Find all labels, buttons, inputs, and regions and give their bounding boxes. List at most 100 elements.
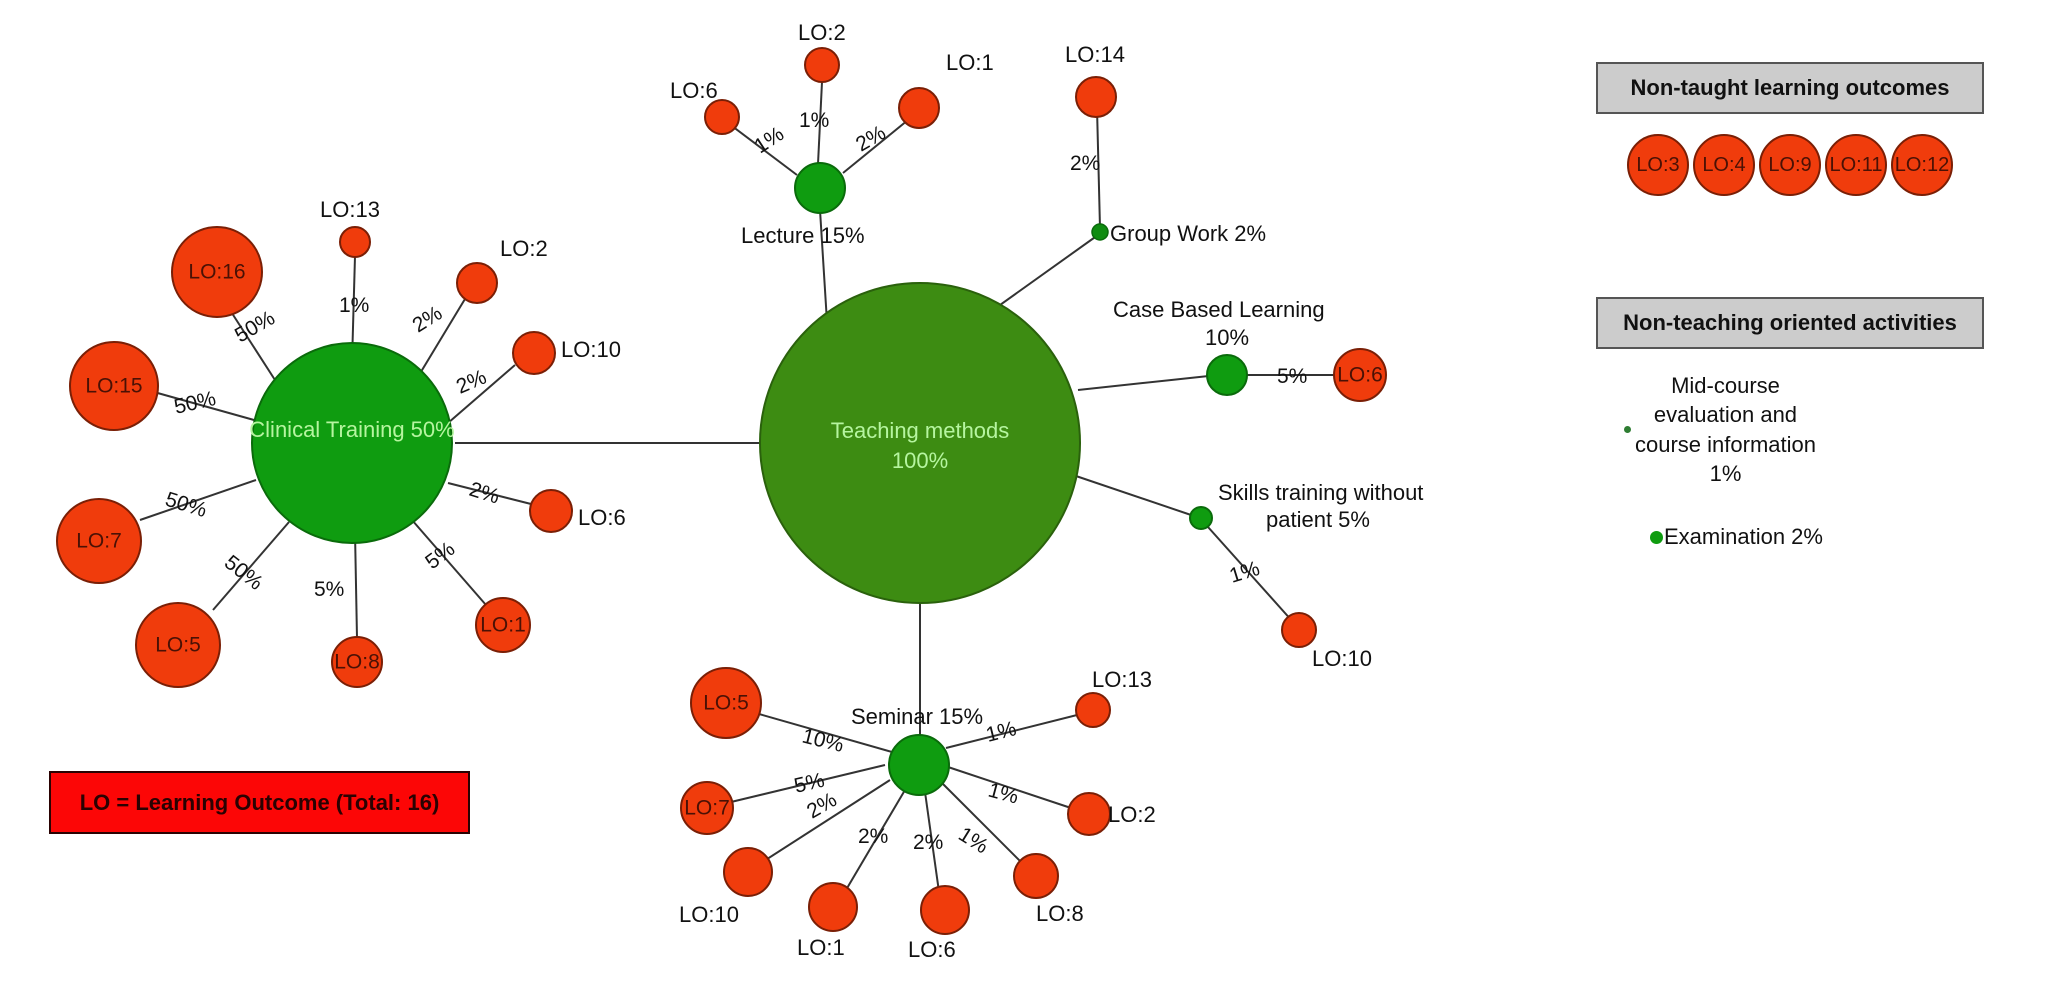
clinical-lo8-pct: 5% <box>314 578 344 601</box>
edge-clinical-lo5 <box>212 521 290 611</box>
seminar-lo2-label: LO:2 <box>1108 802 1156 827</box>
clinical-lo5-label: LO:5 <box>155 634 201 657</box>
activity-item-midcourse[interactable]: Mid-course evaluation and course informa… <box>1596 371 1984 488</box>
edge-seminar-lo10 <box>760 779 891 864</box>
edge-lecture-lo2 <box>817 81 823 165</box>
activity-midcourse-line4: 1% <box>1709 460 1742 486</box>
seminar-lo6-node[interactable] <box>920 885 970 935</box>
edge-root-casebased <box>1077 374 1219 391</box>
skills-node[interactable] <box>1189 506 1213 530</box>
case-based-label-line1: Case Based Learning <box>1113 297 1325 322</box>
edge-seminar-lo13 <box>945 712 1086 749</box>
case-based-lo6-node[interactable] <box>1333 348 1387 402</box>
activity-midcourse-line1: Mid-course <box>1671 373 1780 398</box>
teaching-methods-circle[interactable] <box>759 282 1081 604</box>
group-work-lo14-node[interactable] <box>1075 76 1117 118</box>
teaching-methods-label-line2: 100% <box>892 448 948 473</box>
lecture-node[interactable] <box>794 162 846 214</box>
case-based-lo6-label: LO:6 <box>1337 364 1383 387</box>
group-work-lo14-pct: 2% <box>1070 152 1100 175</box>
clinical-lo5-node[interactable] <box>135 602 221 688</box>
legend-lo-chip[interactable]: LO:4 <box>1693 134 1755 196</box>
green-dot-icon <box>1650 530 1663 544</box>
cluster-case-based-learning: Case Based Learning 10% LO:6 5% <box>1113 297 1387 402</box>
clinical-lo16-label: LO:16 <box>188 261 245 284</box>
clinical-lo15-label: LO:15 <box>85 375 142 398</box>
clinical-lo1-node[interactable] <box>475 597 531 653</box>
lecture-label: Lecture 15% <box>741 223 865 248</box>
clinical-lo13-label: LO:13 <box>320 197 380 222</box>
green-dot-icon <box>1624 426 1631 433</box>
activity-midcourse-line2: evaluation and <box>1653 402 1798 428</box>
clinical-lo6-node[interactable] <box>529 489 573 533</box>
group-work-label: Group Work 2% <box>1110 221 1266 246</box>
clinical-lo7-pct: 50% <box>163 488 210 522</box>
legend-lo-chip[interactable]: LO:12 <box>1891 134 1953 196</box>
edge-seminar-lo5 <box>758 713 893 753</box>
skills-label-line2: patient 5% <box>1266 507 1370 532</box>
legend-lo-chip[interactable]: LO:9 <box>1759 134 1821 196</box>
seminar-lo6-label: LO:6 <box>908 937 956 962</box>
legend-lo-chip[interactable]: LO:3 <box>1627 134 1689 196</box>
legend-lo-chip[interactable]: LO:11 <box>1825 134 1887 196</box>
seminar-lo2-node[interactable] <box>1067 792 1111 836</box>
edge-clinical-lo6 <box>447 482 536 506</box>
clinical-lo1-label: LO:1 <box>480 614 526 637</box>
edge-clinical-lo7 <box>139 479 257 521</box>
seminar-lo10-node[interactable] <box>723 847 773 897</box>
seminar-lo13-node[interactable] <box>1075 692 1111 728</box>
edge-clinical-lo1 <box>411 519 487 606</box>
clinical-lo7-node[interactable] <box>56 498 142 584</box>
seminar-node[interactable] <box>888 734 950 796</box>
clinical-lo6-label: LO:6 <box>578 505 626 530</box>
seminar-lo5-pct: 10% <box>800 725 846 757</box>
clinical-lo15-node[interactable] <box>69 341 159 431</box>
edge-clinical-lo8 <box>354 531 358 639</box>
seminar-lo13-pct: 1% <box>984 717 1019 747</box>
lecture-lo2-node[interactable] <box>804 47 840 83</box>
seminar-lo5-node[interactable] <box>690 667 762 739</box>
clinical-lo10-pct: 2% <box>453 366 490 399</box>
group-work-lo14-label: LO:14 <box>1065 42 1125 67</box>
clinical-lo10-label: LO:10 <box>561 337 621 362</box>
activity-midcourse-text: Mid-course evaluation and course informa… <box>1635 371 1816 488</box>
skills-lo10-label: LO:10 <box>1312 646 1372 671</box>
clinical-lo16-node[interactable] <box>171 226 263 318</box>
edge-groupwork-lo14 <box>1096 107 1101 229</box>
clinical-lo8-label: LO:8 <box>334 651 380 674</box>
legend-non-taught-title: Non-taught learning outcomes <box>1596 62 1984 114</box>
edge-root-skills <box>1072 474 1198 518</box>
seminar-lo8-node[interactable] <box>1013 853 1059 899</box>
edge-seminar-lo7 <box>730 764 886 803</box>
seminar-label: Seminar 15% <box>851 704 983 729</box>
clinical-lo15-pct: 50% <box>172 387 218 419</box>
group-work-node[interactable] <box>1091 223 1109 241</box>
activity-item-examination[interactable]: Examination 2% <box>1596 524 1984 550</box>
case-based-label-line2: 10% <box>1205 325 1249 350</box>
legend-non-taught-items: LO:3 LO:4 LO:9 LO:11 LO:12 <box>1596 134 1984 196</box>
seminar-lo1-pct: 2% <box>858 825 888 848</box>
lecture-lo1-node[interactable] <box>898 87 940 129</box>
clinical-lo6-pct: 2% <box>467 478 503 509</box>
seminar-lo5-label: LO:5 <box>703 692 749 715</box>
clinical-training-node[interactable] <box>251 342 453 544</box>
clinical-lo10-node[interactable] <box>512 331 556 375</box>
lecture-lo6-node[interactable] <box>704 99 740 135</box>
edge-seminar-lo6 <box>924 791 941 900</box>
clinical-lo2-node[interactable] <box>456 262 498 304</box>
clinical-lo8-node[interactable] <box>331 636 383 688</box>
seminar-lo13-label: LO:13 <box>1092 667 1152 692</box>
lecture-lo2-label: LO:2 <box>798 20 846 45</box>
skills-lo10-node[interactable] <box>1281 612 1317 648</box>
clinical-lo2-label: LO:2 <box>500 236 548 261</box>
edge-seminar-lo8 <box>941 782 1027 868</box>
node-teaching-methods[interactable]: Teaching methods 100% <box>759 282 1081 604</box>
seminar-lo7-node[interactable] <box>680 781 734 835</box>
cluster-clinical-training: Clinical Training 50% LO:16 50% LO:13 1%… <box>56 197 626 688</box>
seminar-lo1-node[interactable] <box>808 882 858 932</box>
activity-examination-text: Examination 2% <box>1664 524 1823 549</box>
legend-non-teaching-title: Non-teaching oriented activities <box>1596 297 1984 349</box>
case-based-node[interactable] <box>1206 354 1248 396</box>
clinical-lo13-node[interactable] <box>339 226 371 258</box>
